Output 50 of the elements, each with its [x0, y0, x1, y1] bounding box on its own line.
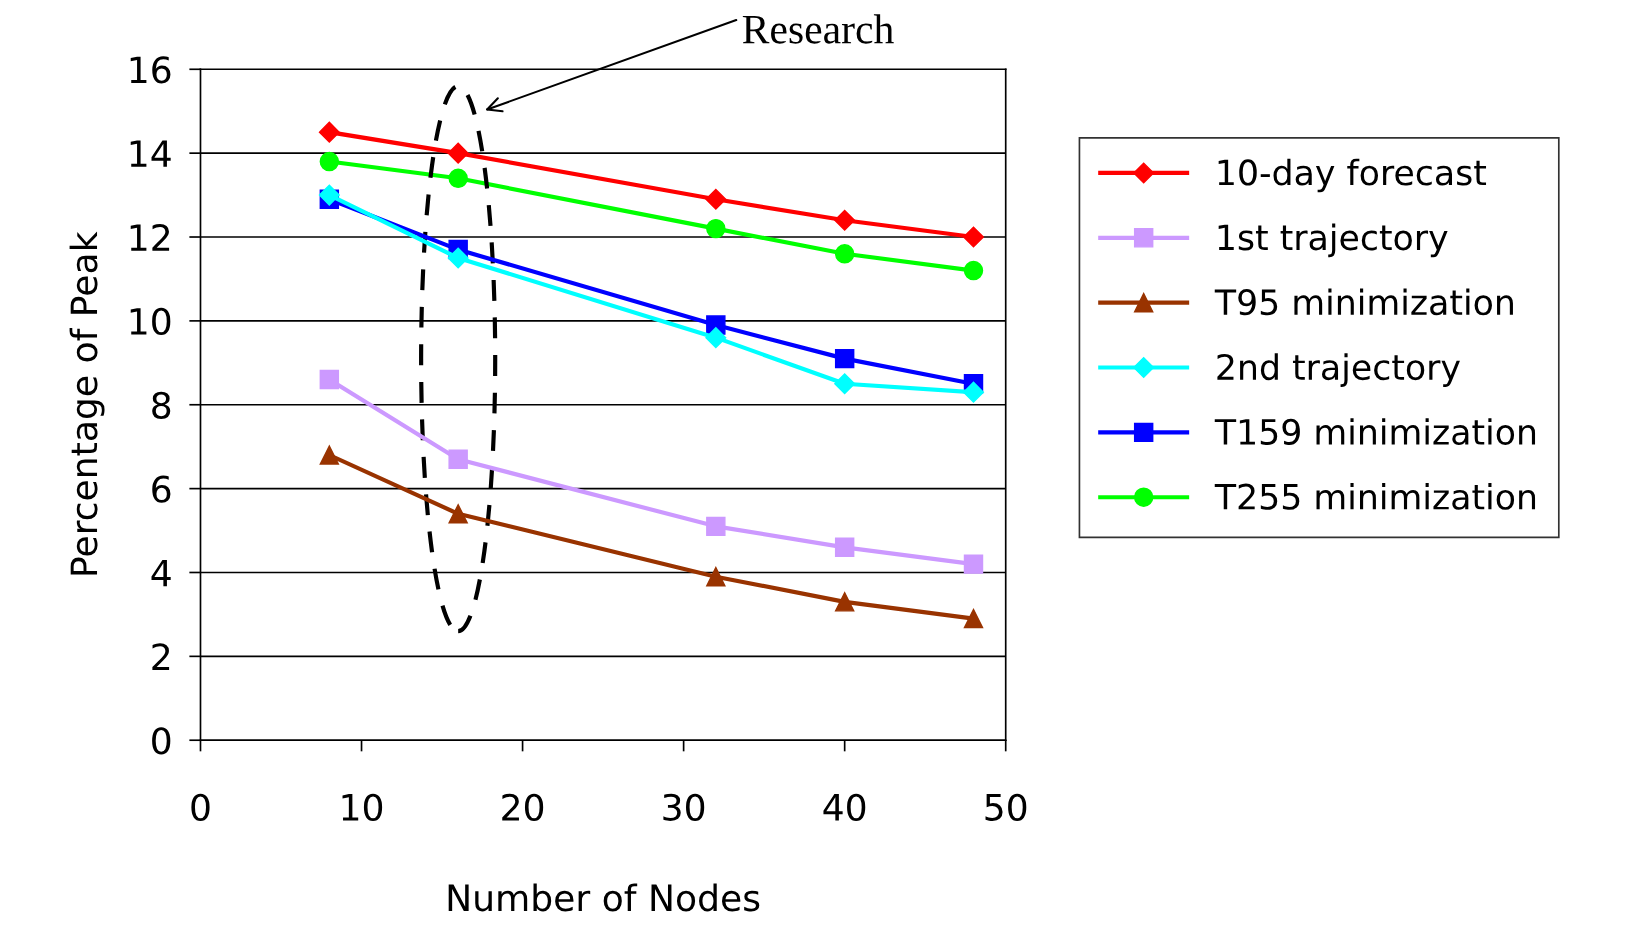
legend-label: T95 minimization: [1214, 288, 1513, 316]
point: [963, 608, 984, 629]
y-tick-label: 2: [152, 643, 170, 671]
point: [448, 168, 468, 189]
y-tick-label: 16: [130, 56, 171, 84]
legend-label: T159 minimization: [1214, 418, 1536, 446]
point: [448, 449, 468, 469]
y-tick-label: 6: [152, 475, 171, 503]
point: [705, 188, 727, 210]
y-tick-label: 0: [152, 727, 171, 755]
point: [319, 369, 340, 390]
point: [448, 504, 468, 524]
point: [447, 247, 469, 269]
point: [319, 151, 340, 172]
x-tick-label: 50: [985, 793, 1027, 821]
x-tick-label: 40: [823, 793, 866, 821]
point: [705, 327, 727, 349]
legend-label: 1st trajectory: [1218, 223, 1448, 258]
point: [319, 445, 340, 465]
point: [834, 373, 856, 395]
legend-label: T255 minimization: [1214, 482, 1536, 510]
point: [834, 209, 856, 231]
y-tick-label: 12: [130, 223, 170, 251]
x-tick-label: 0: [191, 793, 210, 821]
text: Research: [742, 14, 894, 44]
point: [706, 566, 726, 587]
x-axis-title: Number of Nodes: [448, 883, 760, 912]
point: [834, 537, 855, 558]
y-tick-label: 10: [130, 307, 171, 336]
point: [318, 184, 340, 206]
point: [706, 516, 726, 537]
point: [834, 348, 855, 369]
y-axis-title: Percentage of Peak: [69, 231, 105, 575]
legend-label: 10-day forecast: [1218, 158, 1487, 193]
point: [963, 260, 984, 281]
y-tick-label: 14: [130, 140, 171, 167]
point: [318, 121, 340, 143]
point: [962, 381, 985, 403]
y-tick-label: 8: [152, 391, 171, 419]
legend-label: 2nd trajectory: [1217, 353, 1460, 387]
point: [963, 554, 984, 574]
point: [834, 244, 855, 264]
y-tick-label: 4: [151, 559, 171, 587]
x-tick-label: 10: [342, 793, 383, 821]
x-tick-label: 20: [502, 793, 544, 821]
point: [706, 218, 726, 239]
point: [962, 226, 985, 248]
point: [447, 142, 469, 164]
x-tick-label: 30: [663, 793, 705, 821]
point: [834, 592, 855, 612]
